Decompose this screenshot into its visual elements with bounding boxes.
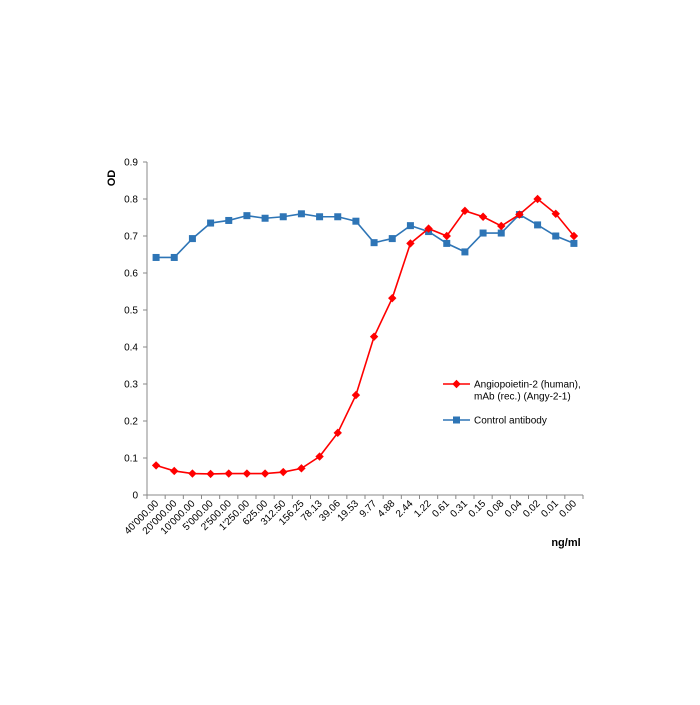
data-point [297,210,305,218]
data-point [297,464,306,473]
data-point [351,390,361,400]
data-point [478,212,488,221]
data-point [406,239,415,248]
data-point [479,229,487,237]
data-point [152,253,160,261]
y-tick-label: 0.4 [124,343,138,354]
y-tick-label: 0.6 [124,269,138,280]
data-point [552,232,560,240]
legend-item: Angiopoietin-2 (human),mAb (rec.) (Angy-… [443,380,581,403]
y-tick-label: 0.1 [124,454,138,465]
data-point [534,221,542,229]
x-tick-label: 1.22 [412,498,434,520]
data-point [316,213,324,221]
legend-item: Control antibody [443,416,547,427]
data-point [242,469,252,478]
data-point [243,212,251,220]
legend-label: Angiopoietin-2 (human), [474,380,581,391]
data-point [261,214,269,222]
legend-marker [452,379,461,389]
legend-marker [453,416,460,424]
data-point [225,216,233,224]
data-point [188,469,197,478]
data-point [406,222,414,230]
data-point [570,239,578,247]
data-point [388,235,396,243]
x-tick-label: 0.04 [503,498,525,520]
data-point [442,231,451,241]
series-angiopoietin-2 [151,194,579,479]
data-point [260,469,270,478]
y-tick-label: 0.5 [124,306,138,317]
x-tick-label: 9.77 [358,498,380,520]
y-tick-label: 0.8 [124,195,138,206]
data-point [497,229,505,237]
data-point [551,209,560,218]
y-tick-label: 0.7 [124,232,138,243]
legend: Angiopoietin-2 (human),mAb (rec.) (Angy-… [443,380,581,427]
data-point [370,239,378,247]
x-tick-label: 0.00 [557,498,579,520]
data-point [333,428,342,438]
legend-label: Control antibody [474,416,547,427]
data-point [515,210,524,219]
x-tick-label: 0.15 [467,498,489,520]
data-point [369,332,379,341]
data-point [443,239,451,247]
data-point [151,461,161,470]
data-point [460,206,470,216]
data-point [497,221,506,231]
y-tick-label: 0.9 [124,158,138,169]
data-point [461,248,469,256]
data-point [569,231,579,241]
data-point [279,467,288,477]
data-point [315,452,324,461]
x-tick-label: 0.61 [430,498,452,520]
data-point [352,217,360,225]
series-line [155,197,575,475]
legend-label: mAb (rec.) (Angy-2-1) [474,392,571,403]
x-tick-label: 0.02 [521,498,543,520]
data-point [170,466,179,476]
data-point [207,219,215,227]
x-axis-title: ng/ml [551,537,580,549]
y-tick-label: 0.2 [124,417,138,428]
x-tick-label: 4.88 [376,498,398,520]
y-tick-label: 0 [132,491,138,502]
x-tick-label: 0.31 [448,498,470,520]
data-point [334,213,342,221]
data-point [188,235,196,243]
series-layer [151,194,579,479]
axes: 00.10.20.30.40.50.60.70.80.940'000.0020'… [106,158,584,549]
x-tick-label: 2.44 [394,498,416,520]
data-point [279,213,287,221]
y-tick-label: 0.3 [124,380,138,391]
data-point [388,293,397,303]
x-tick-label: 0.01 [539,498,561,520]
data-point [206,469,215,479]
data-point [170,253,178,261]
x-tick-label: 0.08 [485,498,507,520]
data-point [224,469,233,478]
y-axis-title: OD [106,170,118,187]
data-point [424,224,433,233]
data-point [533,194,542,204]
